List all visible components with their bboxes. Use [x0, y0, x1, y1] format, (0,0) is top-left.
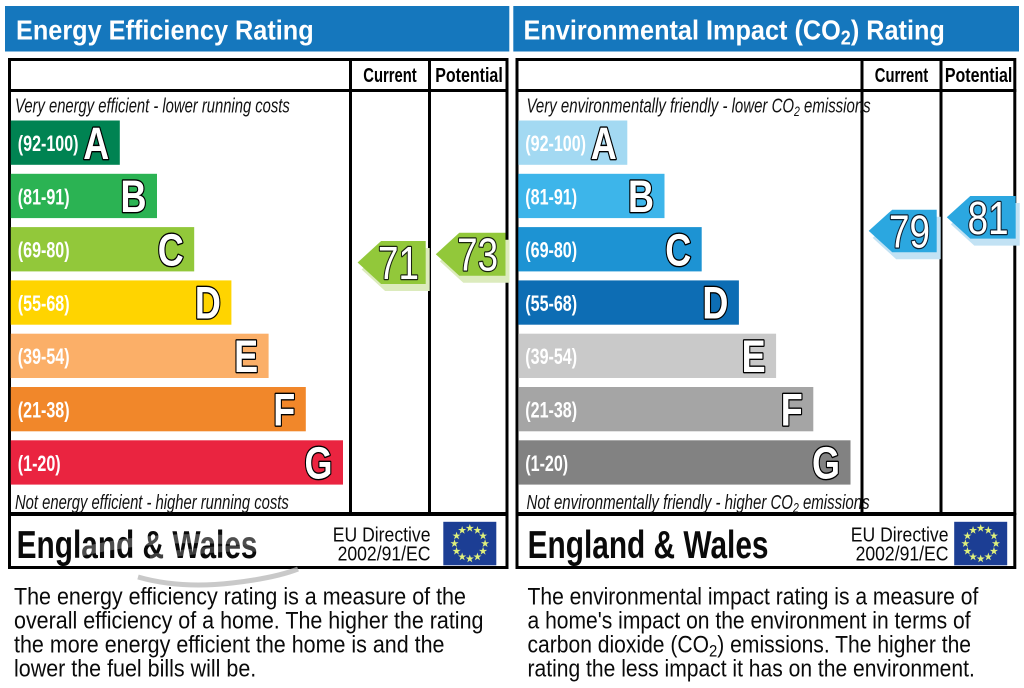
svg-text:(69-80): (69-80): [525, 239, 577, 263]
svg-text:a home's impact on the environ: a home's impact on the environment in te…: [528, 607, 972, 634]
svg-text:(21-38): (21-38): [525, 399, 577, 423]
svg-text:The energy efficiency rating i: The energy efficiency rating is a measur…: [14, 582, 466, 609]
svg-text:Environmental Impact (CO2) Rat: Environmental Impact (CO2) Rating: [524, 14, 945, 49]
svg-text:C: C: [158, 225, 184, 276]
svg-text:England & Wales: England & Wales: [17, 525, 258, 568]
svg-text:Potential: Potential: [435, 64, 503, 86]
svg-text:(1-20): (1-20): [525, 453, 568, 477]
svg-text:(55-68): (55-68): [18, 293, 70, 317]
svg-text:rating the less impact it has: rating the less impact it has on the env…: [528, 655, 975, 682]
svg-text:(21-38): (21-38): [18, 399, 70, 423]
svg-text:B: B: [121, 171, 147, 222]
svg-text:D: D: [702, 278, 728, 329]
svg-text:(39-54): (39-54): [525, 346, 577, 370]
svg-text:Energy Efficiency Rating: Energy Efficiency Rating: [16, 14, 314, 45]
svg-text:(81-91): (81-91): [18, 186, 70, 210]
svg-text:E: E: [742, 331, 766, 382]
svg-text:2002/91/EC: 2002/91/EC: [338, 542, 431, 564]
svg-text:Current: Current: [363, 64, 417, 87]
svg-text:EU Directive: EU Directive: [851, 523, 949, 545]
svg-text:the more energy efficient the: the more energy efficient the home is an…: [14, 630, 444, 657]
svg-text:81: 81: [968, 192, 1009, 244]
svg-text:Very environmentally friendly: Very environmentally friendly - lower CO…: [527, 94, 871, 119]
svg-text:A: A: [591, 118, 617, 169]
svg-text:73: 73: [457, 229, 498, 281]
svg-text:G: G: [305, 438, 333, 489]
svg-text:A: A: [83, 118, 109, 169]
svg-text:(92-100): (92-100): [18, 133, 79, 157]
svg-text:Not environmentally friendly -: Not environmentally friendly - higher CO…: [527, 491, 870, 516]
svg-text:C: C: [665, 225, 691, 276]
svg-text:The environmental impact ratin: The environmental impact rating is a mea…: [528, 583, 979, 610]
svg-text:(1-20): (1-20): [18, 453, 61, 477]
svg-text:England & Wales: England & Wales: [528, 525, 769, 568]
svg-text:79: 79: [889, 205, 930, 257]
svg-text:carbon dioxide (CO2) emissions: carbon dioxide (CO2) emissions. The high…: [528, 631, 972, 661]
svg-text:Potential: Potential: [945, 64, 1013, 86]
svg-text:Very energy efficient - lower: Very energy efficient - lower running co…: [15, 94, 290, 117]
svg-text:(39-54): (39-54): [18, 346, 70, 370]
svg-text:E: E: [234, 331, 258, 382]
svg-text:overall efficiency of a home.: overall efficiency of a home. The higher…: [14, 606, 483, 633]
svg-text:G: G: [812, 438, 840, 489]
svg-text:B: B: [628, 171, 654, 222]
svg-text:71: 71: [378, 237, 419, 289]
svg-text:Current: Current: [875, 64, 929, 87]
svg-text:(69-80): (69-80): [18, 239, 70, 263]
svg-text:2002/91/EC: 2002/91/EC: [856, 542, 949, 564]
svg-text:D: D: [195, 278, 221, 329]
svg-text:lower the fuel bills will be.: lower the fuel bills will be.: [14, 654, 256, 681]
svg-text:Not energy efficient - higher: Not energy efficient - higher running co…: [15, 491, 289, 514]
svg-text:(55-68): (55-68): [525, 293, 577, 317]
svg-text:EU Directive: EU Directive: [333, 523, 431, 545]
svg-text:(81-91): (81-91): [525, 186, 577, 210]
svg-text:(92-100): (92-100): [525, 133, 586, 157]
svg-text:F: F: [273, 384, 295, 435]
svg-text:F: F: [781, 384, 803, 435]
